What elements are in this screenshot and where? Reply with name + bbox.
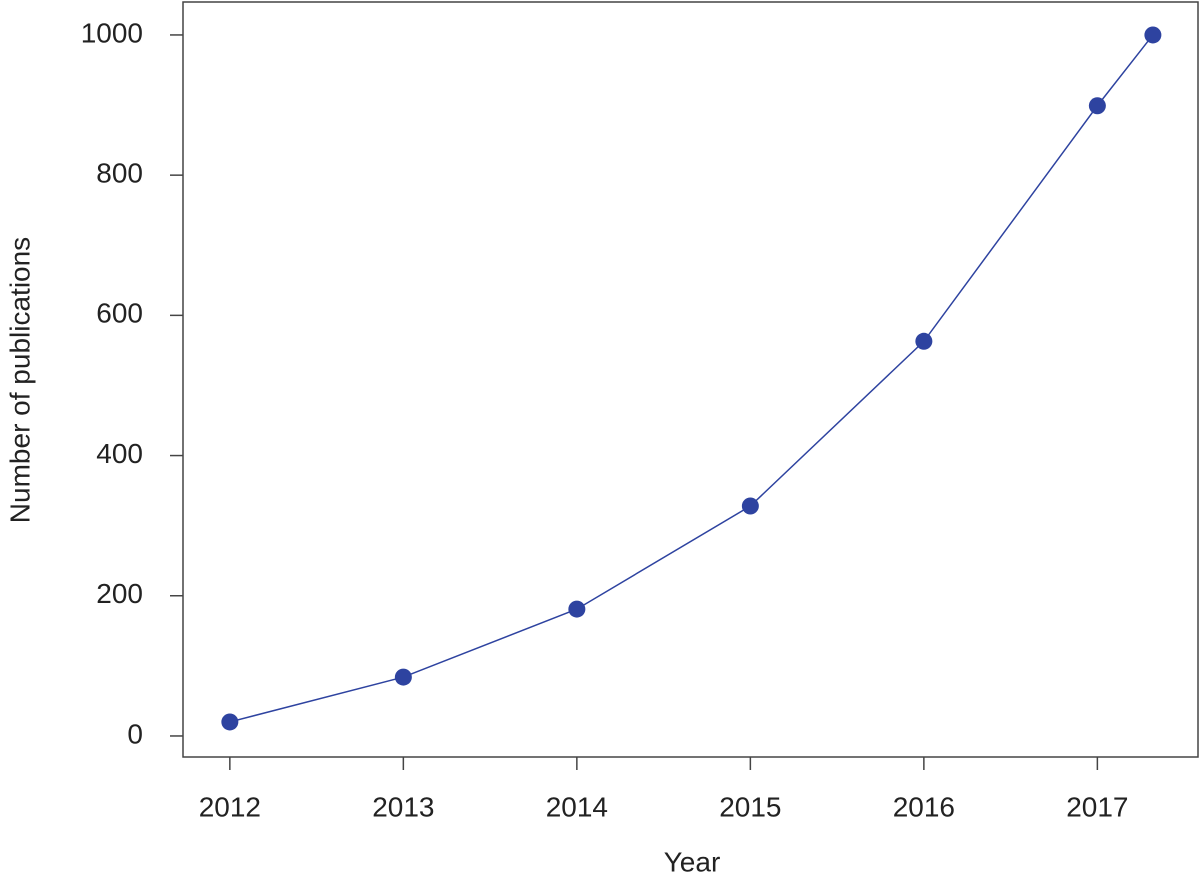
y-tick-label: 600 [96,298,143,329]
x-tick-label: 2017 [1066,791,1128,822]
y-tick-label: 1000 [81,17,143,48]
x-tick-label: 2013 [372,791,434,822]
x-tick-label: 2016 [893,791,955,822]
plot-frame [182,1,1199,758]
data-point [221,713,239,731]
x-tick-label: 2015 [719,791,781,822]
x-tick-label: 2012 [199,791,261,822]
data-line [229,34,1154,723]
x-tick-label: 2014 [546,791,608,822]
data-point [394,668,412,686]
y-tick-label: 800 [96,158,143,189]
data-point [1144,26,1162,44]
x-axis-label: Year [664,846,721,877]
y-axis-label: Number of publications [4,237,35,523]
data-point [741,497,759,515]
y-tick-label: 400 [96,438,143,469]
y-tick-label: 0 [127,718,143,749]
data-point [568,600,586,618]
data-point [915,332,933,350]
y-tick-label: 200 [96,578,143,609]
data-point [1088,97,1106,115]
